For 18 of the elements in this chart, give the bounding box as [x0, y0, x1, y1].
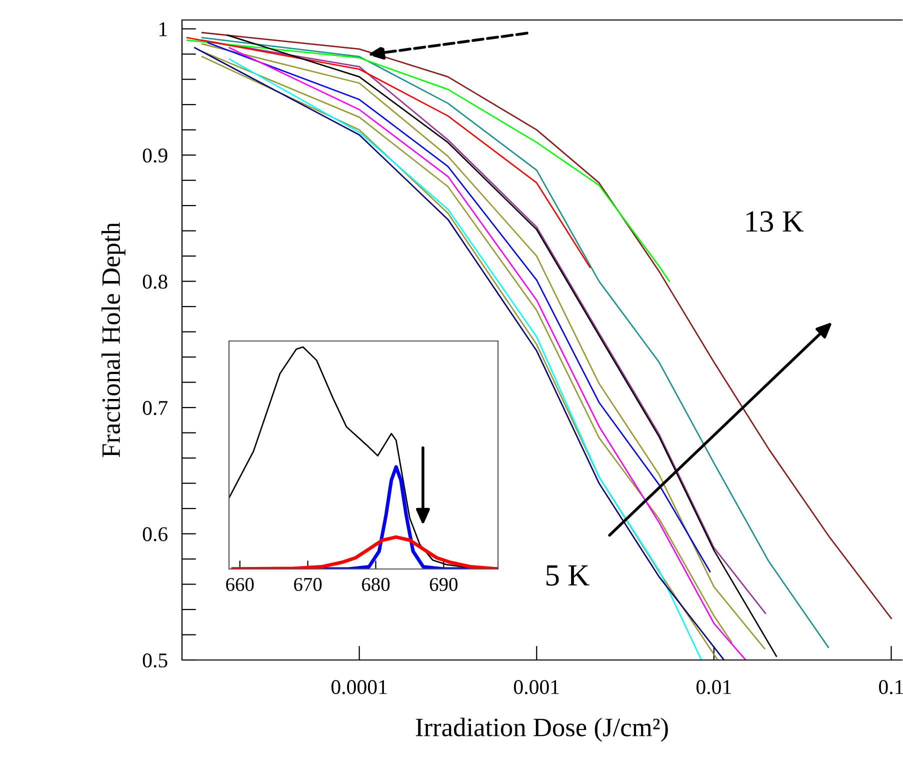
x-axis-title: Irradiation Dose (J/cm²) — [416, 718, 668, 742]
x-tick-label: 680 — [362, 578, 390, 592]
y-tick-label: 0.9 — [142, 148, 168, 163]
annotation: 13 K — [746, 211, 804, 232]
y-tick-label: 0.6 — [142, 527, 168, 542]
x-tick-label: 690 — [430, 578, 458, 592]
y-tick-label: 0.7 — [142, 400, 168, 416]
x-tick-label: 0.001 — [514, 680, 559, 694]
x-tick-label: 0.1 — [879, 680, 903, 694]
y-tick-label: 0.5 — [142, 653, 168, 668]
x-tick-label: 660 — [226, 578, 254, 592]
y-axis-title: Fractional Hole Depth — [101, 222, 126, 458]
x-tick-label: 670 — [294, 578, 322, 592]
annotation: 5 K — [546, 565, 590, 586]
x-tick-label: 0.0001 — [331, 680, 387, 694]
x-tick-label: 0.01 — [696, 680, 731, 694]
y-tick-label: 1 — [160, 22, 167, 36]
y-tick-label: 0.8 — [142, 274, 168, 289]
